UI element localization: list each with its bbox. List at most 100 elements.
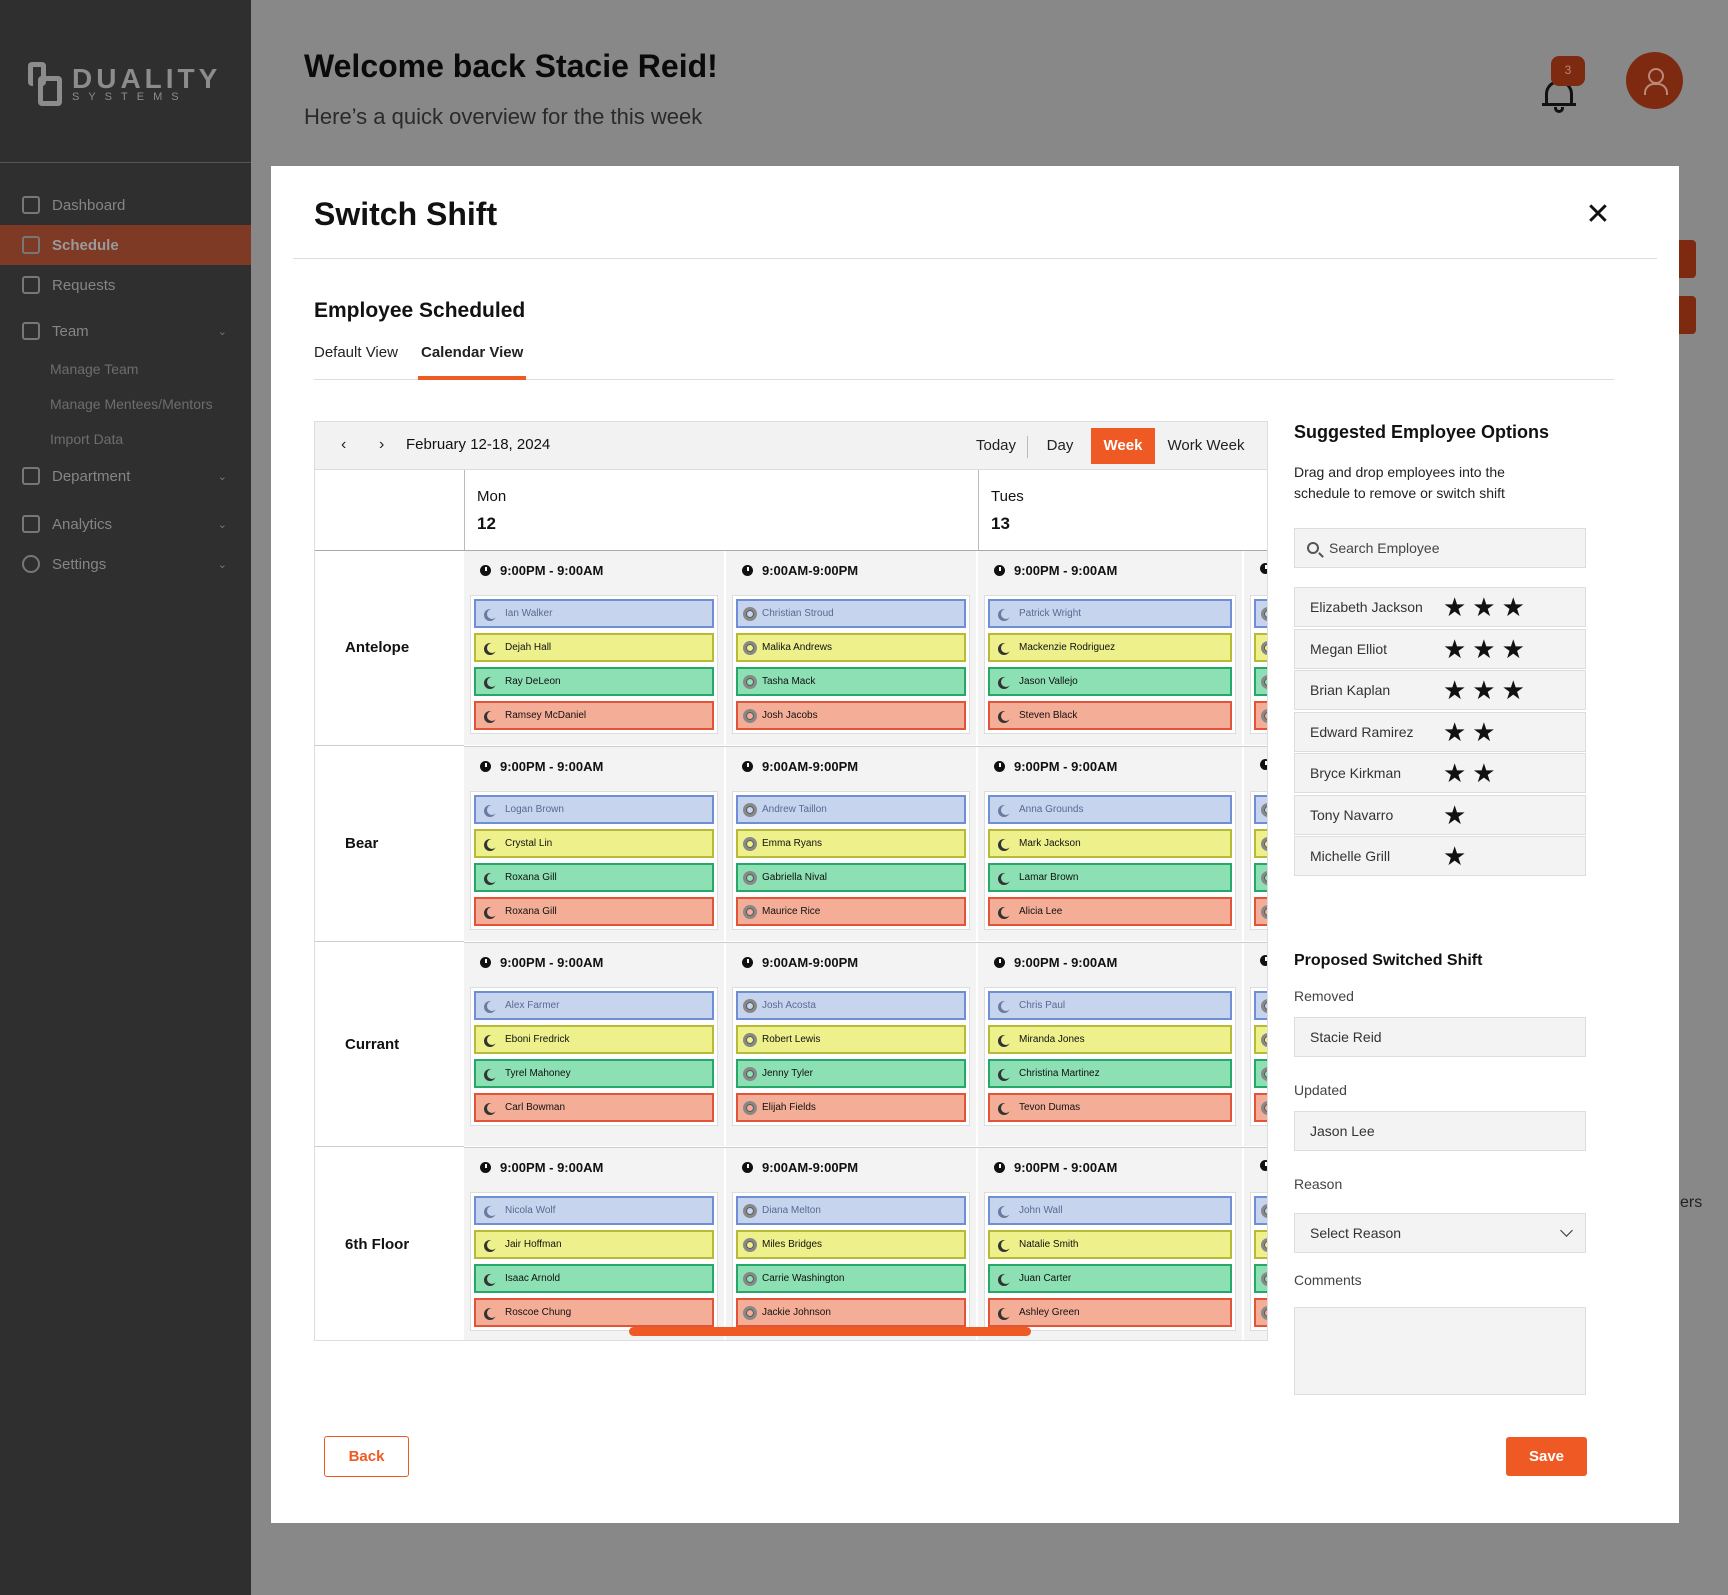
employee-card[interactable] [1254, 599, 1267, 628]
sidebar-item-department[interactable]: Department ⌄ [0, 456, 251, 496]
employee-card[interactable]: Alicia Lee [988, 897, 1232, 926]
employee-card[interactable]: John Wall [988, 1196, 1232, 1225]
employee-card[interactable]: Diana Melton [736, 1196, 966, 1225]
sidebar-subitem-import-data[interactable]: Import Data [50, 430, 124, 447]
employee-card[interactable] [1254, 1059, 1267, 1088]
employee-card[interactable]: Jason Vallejo [988, 667, 1232, 696]
employee-card[interactable]: Lamar Brown [988, 863, 1232, 892]
suggested-employee[interactable]: Brian Kaplan ★★★ [1294, 670, 1586, 710]
sidebar-item-team[interactable]: Team ⌄ [0, 311, 251, 351]
employee-card[interactable]: Logan Brown [474, 795, 714, 824]
employee-card[interactable]: Ian Walker [474, 599, 714, 628]
employee-card[interactable]: Steven Black [988, 701, 1232, 730]
user-avatar-icon[interactable] [1626, 52, 1683, 109]
employee-card[interactable]: Jenny Tyler [736, 1059, 966, 1088]
employee-card[interactable]: Nicola Wolf [474, 1196, 714, 1225]
employee-card[interactable] [1254, 1196, 1267, 1225]
employee-card[interactable]: Mark Jackson [988, 829, 1232, 858]
sidebar-item-requests[interactable]: Requests [0, 265, 251, 305]
employee-card[interactable] [1254, 795, 1267, 824]
employee-card[interactable]: Malika Andrews [736, 633, 966, 662]
employee-card[interactable]: Chris Paul [988, 991, 1232, 1020]
reason-select[interactable]: Select Reason [1294, 1213, 1586, 1253]
employee-card[interactable]: Roxana Gill [474, 863, 714, 892]
employee-card[interactable]: Mackenzie Rodriguez [988, 633, 1232, 662]
suggested-employee[interactable]: Edward Ramirez ★★ [1294, 711, 1586, 752]
employee-card[interactable]: Miranda Jones [988, 1025, 1232, 1054]
tab-calendar-view[interactable]: Calendar View [418, 344, 527, 380]
employee-card[interactable]: Christina Martinez [988, 1059, 1232, 1088]
employee-card[interactable]: Eboni Fredrick [474, 1025, 714, 1054]
close-icon[interactable]: ✕ [1585, 198, 1611, 231]
employee-card[interactable]: Roxana Gill [474, 897, 714, 926]
employee-card[interactable] [1254, 1025, 1267, 1054]
employee-card[interactable]: Tasha Mack [736, 667, 966, 696]
employee-card[interactable] [1254, 701, 1267, 730]
employee-card[interactable]: Andrew Taillon [736, 795, 966, 824]
employee-card[interactable]: Christian Stroud [736, 599, 966, 628]
employee-card[interactable]: Tevon Dumas [988, 1093, 1232, 1122]
employee-card[interactable]: Patrick Wright [988, 599, 1232, 628]
sidebar-item-analytics[interactable]: Analytics ⌄ [0, 504, 251, 544]
view-day-button[interactable]: Day [1046, 437, 1074, 454]
suggested-employee[interactable]: Bryce Kirkman ★★ [1294, 753, 1586, 793]
view-work-week-button[interactable]: Work Week [1167, 437, 1245, 454]
employee-card[interactable]: Elijah Fields [736, 1093, 966, 1122]
employee-card[interactable] [1254, 1264, 1267, 1293]
employee-card[interactable] [1254, 633, 1267, 662]
employee-card[interactable]: Roscoe Chung [474, 1298, 714, 1327]
employee-card[interactable]: Ashley Green [988, 1298, 1232, 1327]
employee-card[interactable] [1254, 863, 1267, 892]
save-button[interactable]: Save [1506, 1437, 1587, 1476]
employee-card[interactable]: Ramsey McDaniel [474, 701, 714, 730]
employee-card[interactable]: Juan Carter [988, 1264, 1232, 1293]
suggested-employee[interactable]: Tony Navarro ★ [1294, 794, 1586, 835]
view-today-button[interactable]: Today [975, 437, 1017, 454]
employee-card[interactable] [1254, 1230, 1267, 1259]
chevron-left-icon[interactable]: ‹ [341, 436, 347, 453]
search-employee-field[interactable] [1294, 528, 1586, 568]
employee-card[interactable]: Jackie Johnson [736, 1298, 966, 1327]
employee-card[interactable] [1254, 1093, 1267, 1122]
employee-card[interactable]: Natalie Smith [988, 1230, 1232, 1259]
view-week-button[interactable]: Week [1091, 428, 1155, 464]
comments-textarea[interactable] [1294, 1307, 1586, 1395]
search-input[interactable] [1329, 540, 1569, 556]
removed-field[interactable]: Stacie Reid [1294, 1017, 1586, 1057]
sidebar-item-dashboard[interactable]: Dashboard [0, 185, 251, 225]
back-button[interactable]: Back [324, 1436, 409, 1477]
employee-card[interactable]: Anna Grounds [988, 795, 1232, 824]
employee-card[interactable]: Isaac Arnold [474, 1264, 714, 1293]
chevron-right-icon[interactable]: › [379, 436, 385, 453]
employee-card[interactable]: Emma Ryans [736, 829, 966, 858]
employee-card[interactable]: Miles Bridges [736, 1230, 966, 1259]
sidebar-subitem-manage-team[interactable]: Manage Team [50, 360, 139, 377]
employee-card[interactable] [1254, 829, 1267, 858]
employee-card[interactable]: Crystal Lin [474, 829, 714, 858]
sidebar-item-schedule[interactable]: Schedule [0, 225, 251, 265]
employee-card[interactable] [1254, 991, 1267, 1020]
employee-card[interactable] [1254, 667, 1267, 696]
employee-card[interactable]: Dejah Hall [474, 633, 714, 662]
updated-field[interactable]: Jason Lee [1294, 1111, 1586, 1151]
employee-card[interactable] [1254, 897, 1267, 926]
employee-card[interactable]: Maurice Rice [736, 897, 966, 926]
suggested-employee[interactable]: Michelle Grill ★ [1294, 836, 1586, 876]
employee-card[interactable]: Josh Acosta [736, 991, 966, 1020]
employee-card[interactable]: Jair Hoffman [474, 1230, 714, 1259]
suggested-employee[interactable]: Megan Elliot ★★★ [1294, 628, 1586, 669]
employee-card[interactable]: Carrie Washington [736, 1264, 966, 1293]
horizontal-scrollbar[interactable] [629, 1327, 1031, 1336]
employee-card[interactable]: Ray DeLeon [474, 667, 714, 696]
employee-card[interactable]: Robert Lewis [736, 1025, 966, 1054]
employee-card[interactable]: Carl Bowman [474, 1093, 714, 1122]
employee-card[interactable]: Gabriella Nival [736, 863, 966, 892]
sidebar-item-settings[interactable]: Settings ⌄ [0, 544, 251, 584]
employee-card[interactable]: Alex Farmer [474, 991, 714, 1020]
employee-card[interactable]: Josh Jacobs [736, 701, 966, 730]
employee-card[interactable]: Tyrel Mahoney [474, 1059, 714, 1088]
suggested-employee[interactable]: Elizabeth Jackson ★★★ [1294, 587, 1586, 627]
tab-default-view[interactable]: Default View [314, 344, 398, 361]
employee-card[interactable] [1254, 1298, 1267, 1327]
sidebar-subitem-manage-mentees[interactable]: Manage Mentees/Mentors [50, 395, 213, 412]
